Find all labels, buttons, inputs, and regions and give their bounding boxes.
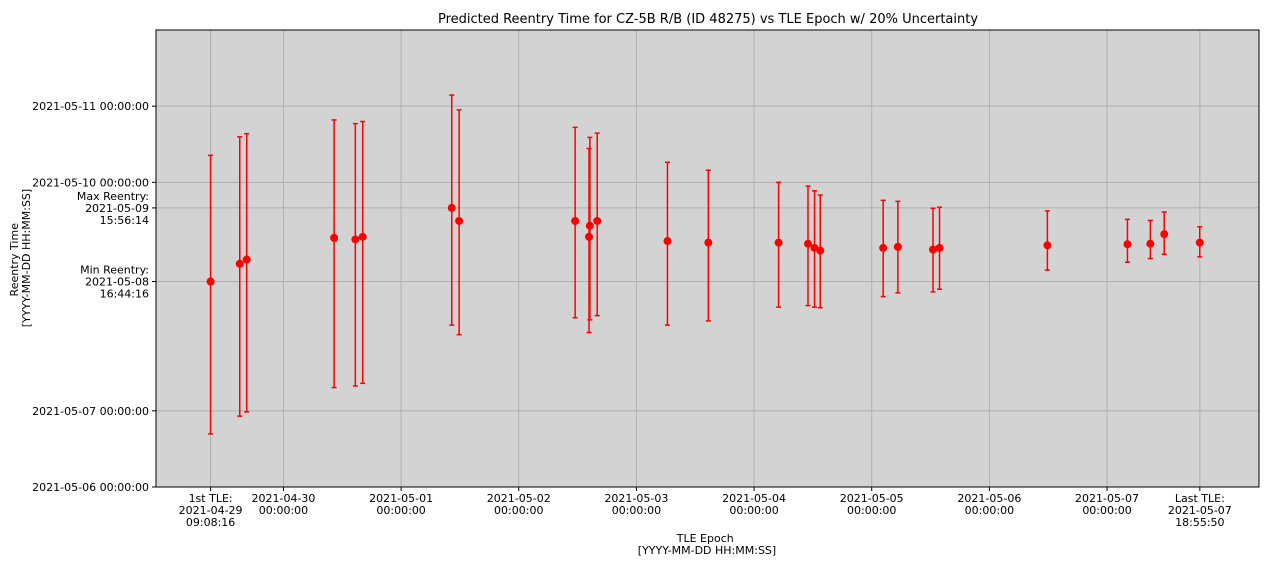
data-point — [935, 243, 944, 252]
data-point — [585, 221, 594, 230]
data-point — [879, 243, 888, 252]
y-tick-label-line: 2021-05-06 00:00:00 — [32, 481, 149, 494]
chart-title: Predicted Reentry Time for CZ-5B R/B (ID… — [438, 12, 978, 27]
x-tick-label: 1st TLE: 2021-04-29 09:08:16 — [179, 492, 243, 529]
data-point — [447, 203, 456, 212]
data-point — [571, 216, 580, 225]
data-point — [206, 277, 215, 286]
x-tick-label-line: Last TLE: — [1175, 492, 1225, 505]
y-tick-label: Max Reentry: 2021-05-09 15:56:14 — [77, 190, 149, 227]
data-point — [893, 242, 902, 251]
data-point — [351, 235, 360, 244]
x-tick-label-line: 18:55:50 — [1175, 516, 1224, 529]
y-tick-label: 2021-05-07 00:00:00 — [32, 405, 149, 418]
x-tick-label: 2021-05-02 00:00:00 — [487, 492, 551, 517]
data-point — [585, 232, 594, 241]
y-tick-label-line: 2021-05-08 — [85, 276, 149, 289]
x-tick-label-line: 2021-04-30 — [251, 492, 315, 505]
x-tick-label-line: 00:00:00 — [965, 504, 1014, 517]
x-tick-label: 2021-05-07 00:00:00 — [1075, 492, 1139, 517]
data-point — [593, 216, 602, 225]
plot-area — [156, 30, 1259, 487]
x-axis-label: TLE Epoch [YYYY-MM-DD HH:MM:SS] — [638, 532, 776, 557]
data-point — [816, 246, 825, 255]
data-point — [1146, 239, 1155, 248]
x-tick-label-line: 1st TLE: — [189, 492, 233, 505]
data-point — [929, 245, 938, 254]
y-axis-label-line-2: [YYYY-MM-DD HH:MM:SS] — [20, 189, 33, 327]
x-tick-label: 2021-05-05 00:00:00 — [840, 492, 904, 517]
x-tick-label-line: 00:00:00 — [376, 504, 425, 517]
x-tick-label-line: 2021-05-06 — [957, 492, 1021, 505]
x-tick-label-line: 2021-05-03 — [604, 492, 668, 505]
x-tick-label-line: 00:00:00 — [612, 504, 661, 517]
x-axis-label-line-1: TLE Epoch — [676, 532, 734, 545]
y-tick-label-line: 2021-05-11 00:00:00 — [32, 100, 149, 113]
y-tick-label-line: Min Reentry: — [80, 264, 149, 277]
data-point — [774, 238, 783, 247]
data-point — [235, 259, 244, 268]
x-tick-label-line: 00:00:00 — [847, 504, 896, 517]
x-tick-label: 2021-04-30 00:00:00 — [251, 492, 315, 517]
y-tick-label-line: 15:56:14 — [100, 214, 149, 227]
data-point — [242, 255, 251, 264]
y-tick-label-line: Max Reentry: — [77, 190, 149, 203]
data-point — [1160, 230, 1169, 239]
x-tick-label: 2021-05-04 00:00:00 — [722, 492, 786, 517]
data-point — [704, 238, 713, 247]
x-tick-label-line: 2021-05-05 — [840, 492, 904, 505]
y-tick-label-line: 16:44:16 — [100, 288, 149, 301]
x-tick-label: 2021-05-03 00:00:00 — [604, 492, 668, 517]
data-point — [330, 233, 339, 242]
x-tick-label-line: 00:00:00 — [494, 504, 543, 517]
x-tick-label-line: 2021-04-29 — [179, 504, 243, 517]
data-point — [358, 232, 367, 241]
plot-frame — [155, 29, 1260, 488]
error-bars — [208, 94, 1203, 435]
x-tick-label-line: 2021-05-07 — [1075, 492, 1139, 505]
data-point — [455, 216, 464, 225]
x-tick-label: 2021-05-01 00:00:00 — [369, 492, 433, 517]
y-tick-label: 2021-05-06 00:00:00 — [32, 481, 149, 494]
y-tick-label-line: 2021-05-10 00:00:00 — [32, 176, 149, 189]
y-tick-label: Min Reentry: 2021-05-08 16:44:16 — [80, 264, 149, 301]
x-tick-label-line: 2021-05-01 — [369, 492, 433, 505]
x-tick-label-line: 00:00:00 — [729, 504, 778, 517]
x-tick-label-line: 00:00:00 — [1082, 504, 1131, 517]
y-tick-label-line: 2021-05-09 — [85, 202, 149, 215]
y-tick-label-line: 2021-05-07 00:00:00 — [32, 405, 149, 418]
y-tick-label: 2021-05-11 00:00:00 — [32, 100, 149, 113]
x-tick-label-line: 2021-05-07 — [1168, 504, 1232, 517]
y-axis-label-line-1: Reentry Time — [8, 223, 21, 297]
y-axis-ticks: 2021-05-06 00:00:00 2021-05-07 00:00:00 Mi… — [32, 100, 156, 494]
x-tick-label: 2021-05-06 00:00:00 — [957, 492, 1021, 517]
x-tick-label-line: 00:00:00 — [259, 504, 308, 517]
y-tick-label: 2021-05-10 00:00:00 — [32, 176, 149, 189]
x-tick-label-line: 2021-05-04 — [722, 492, 786, 505]
x-tick-label-line: 09:08:16 — [186, 516, 235, 529]
data-point — [1195, 238, 1204, 247]
x-tick-label: Last TLE: 2021-05-07 18:55:50 — [1168, 492, 1232, 529]
y-axis-label: Reentry Time [YYYY-MM-DD HH:MM:SS] — [8, 189, 33, 327]
data-point — [803, 239, 812, 248]
data-point — [1043, 241, 1052, 250]
x-tick-label-line: 2021-05-02 — [487, 492, 551, 505]
data-point — [663, 237, 672, 246]
data-point — [1123, 240, 1132, 249]
data-points — [206, 203, 1204, 286]
x-axis-label-line-2: [YYYY-MM-DD HH:MM:SS] — [638, 544, 776, 557]
